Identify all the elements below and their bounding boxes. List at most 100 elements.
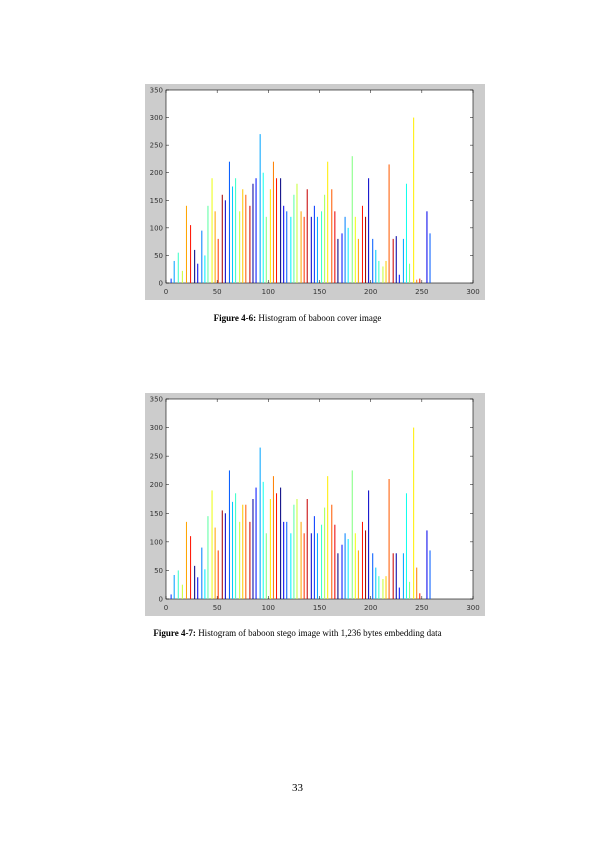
- histogram-bar: [303, 533, 305, 599]
- histogram-bar: [181, 584, 183, 599]
- plot-area: [165, 89, 474, 284]
- histogram-bar: [310, 216, 312, 283]
- histogram-bar: [382, 579, 384, 599]
- x-tick-label: 0: [164, 604, 168, 612]
- histogram-bar: [181, 270, 183, 283]
- histogram-bar: [177, 570, 179, 599]
- histogram-bar: [398, 587, 400, 599]
- histogram-bar: [334, 524, 336, 599]
- y-tick-label: 200: [150, 481, 163, 489]
- y-tick-label: 150: [150, 197, 163, 205]
- histogram-bar: [375, 567, 377, 599]
- histogram-bar: [255, 178, 257, 283]
- figure-cover-histogram: 0 50 100 150 200 250 300 0 50 100 150 200 250 300 350: [145, 84, 485, 300]
- histogram-bar: [245, 504, 247, 599]
- y-tick-label: 300: [150, 114, 163, 122]
- histogram-bar: [286, 211, 288, 283]
- x-tick-label: 50: [213, 288, 222, 296]
- histogram-bar: [392, 238, 394, 283]
- histogram-bar: [361, 521, 363, 599]
- histogram-bar: [426, 211, 428, 283]
- figure-4-6-caption-lead: Figure 4-6:: [213, 313, 257, 323]
- histogram-bar: [361, 205, 363, 283]
- histogram-bar: [378, 260, 380, 283]
- histogram-bar: [344, 216, 346, 283]
- histogram-bar: [354, 216, 356, 283]
- histogram-bar: [276, 493, 278, 599]
- x-tick-label: 0: [164, 288, 168, 296]
- histogram-bar: [378, 576, 380, 599]
- histogram-bar: [185, 521, 187, 599]
- histogram-bar: [429, 550, 431, 599]
- x-tick-label: 50: [213, 604, 222, 612]
- histogram-bar: [252, 499, 254, 599]
- histogram-bar: [398, 274, 400, 283]
- histogram-bar: [239, 521, 241, 599]
- histogram-bar: [357, 238, 359, 283]
- histogram-bar: [190, 536, 192, 599]
- histogram-bar: [327, 476, 329, 599]
- histogram-bar: [372, 553, 374, 599]
- histogram-bar: [334, 211, 336, 283]
- histogram-bar: [395, 553, 397, 599]
- histogram-bar: [235, 493, 237, 599]
- histogram-bar: [310, 533, 312, 599]
- x-tick-label: 300: [466, 288, 479, 296]
- histogram-bar: [306, 499, 308, 599]
- figure-4-6-caption-text: Histogram of baboon cover image: [256, 313, 382, 323]
- histogram-bar: [321, 211, 323, 283]
- histogram-bar: [249, 521, 251, 599]
- y-tick-label: 0: [159, 596, 163, 604]
- histogram-bar: [331, 504, 333, 599]
- histogram-bar: [265, 533, 267, 599]
- y-tick-label: 150: [150, 510, 163, 518]
- histogram-stego-chart: 0 50 100 150 200 250 300 0 50 100 150 200 250 300 350: [145, 393, 485, 616]
- histogram-bar: [429, 233, 431, 283]
- histogram-bar: [385, 576, 387, 599]
- histogram-bar: [405, 183, 407, 283]
- histogram-bar: [211, 178, 213, 283]
- histogram-bar: [313, 516, 315, 599]
- histogram-bar: [368, 490, 370, 599]
- histogram-bar: [197, 577, 199, 599]
- histogram-bar: [173, 575, 175, 599]
- histogram-bar: [245, 194, 247, 283]
- histogram-bar: [290, 216, 292, 283]
- histogram-bar: [365, 216, 367, 283]
- histogram-bar: [262, 481, 264, 599]
- histogram-bar: [347, 227, 349, 283]
- histogram-bar: [283, 521, 285, 599]
- y-tick-label: 350: [150, 396, 163, 404]
- histogram-bar: [259, 134, 261, 283]
- histogram-bar: [385, 260, 387, 283]
- histogram-bar: [395, 236, 397, 283]
- histogram-bar: [357, 550, 359, 599]
- histogram-bar: [170, 278, 172, 283]
- histogram-bar: [337, 553, 339, 599]
- y-tick-label: 300: [150, 424, 163, 432]
- histogram-bar: [232, 186, 234, 283]
- histogram-bar: [280, 178, 282, 283]
- figure-4-7-caption: Figure 4-7: Histogram of baboon stego im…: [0, 628, 595, 638]
- x-tick-label: 200: [364, 288, 377, 296]
- histogram-bar: [413, 117, 415, 283]
- histogram-bar: [416, 567, 418, 599]
- histogram-bar: [313, 205, 315, 283]
- histogram-bar: [293, 194, 295, 283]
- figure-4-7-caption-text: Histogram of baboon stego image with 1,2…: [195, 628, 442, 638]
- histogram-bar: [197, 263, 199, 283]
- histogram-bar: [249, 205, 251, 283]
- x-tick-label: 250: [415, 604, 428, 612]
- histogram-bar: [224, 200, 226, 283]
- histogram-bar: [265, 216, 267, 283]
- histogram-bar: [388, 164, 390, 283]
- histogram-bar: [347, 539, 349, 599]
- histogram-bar: [351, 156, 353, 283]
- histogram-bar: [368, 178, 370, 283]
- histogram-bar: [214, 211, 216, 283]
- histogram-bar: [405, 493, 407, 599]
- y-tick-label: 0: [159, 280, 163, 288]
- histogram-bar: [280, 487, 282, 599]
- histogram-bar: [402, 553, 404, 599]
- y-tick-label: 100: [150, 224, 163, 232]
